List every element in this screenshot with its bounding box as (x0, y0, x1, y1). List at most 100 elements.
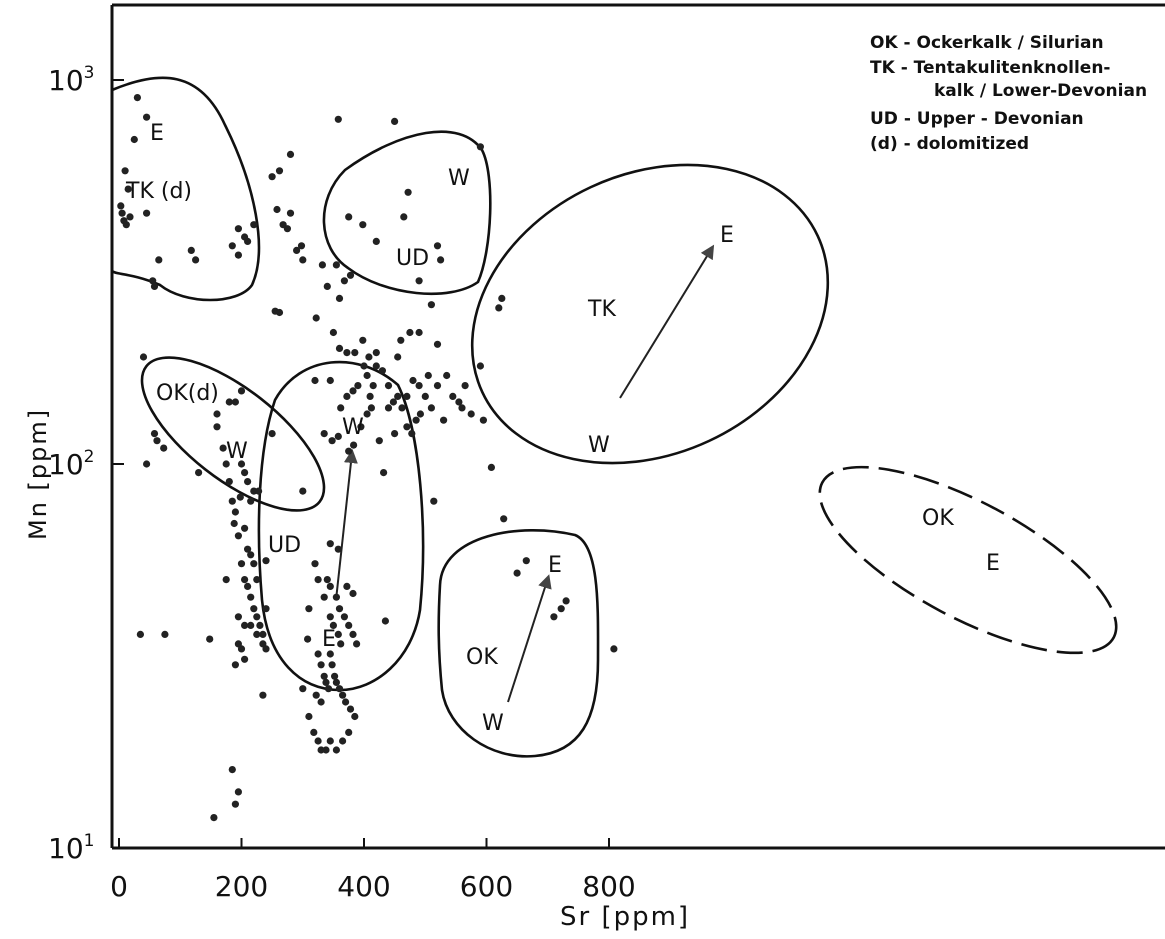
data-point (253, 630, 261, 639)
data-point (253, 613, 261, 621)
annotation-ud-upper-w: W (448, 166, 470, 191)
data-point (367, 404, 375, 412)
data-point (326, 582, 334, 591)
data-point (230, 519, 238, 528)
data-point (262, 605, 270, 613)
data-point (286, 150, 295, 158)
ok-lower-outline (437, 529, 600, 758)
tk-main-outline (470, 163, 830, 465)
data-point (322, 746, 330, 754)
annotation-ok-lower-e: E (548, 553, 562, 578)
data-point (363, 410, 371, 418)
data-point (262, 557, 270, 565)
data-point (124, 185, 132, 193)
data-point (403, 392, 411, 400)
data-point (150, 430, 159, 438)
data-point (421, 392, 429, 400)
data-point (433, 382, 442, 390)
data-point (234, 532, 242, 540)
data-point (250, 605, 258, 613)
data-point (487, 463, 495, 471)
data-point (293, 246, 301, 254)
data-point (403, 423, 411, 431)
data-point (389, 398, 397, 406)
y-tick-label: 101 (48, 831, 94, 865)
ud-lower-outline (257, 360, 425, 692)
data-point (334, 630, 342, 639)
region-label-ok-lower: OK (466, 645, 498, 670)
data-point (332, 678, 340, 687)
data-point (234, 225, 242, 233)
data-point (467, 410, 475, 418)
y-tick-label: 103 (48, 63, 94, 97)
data-point (415, 277, 423, 285)
data-point (228, 766, 236, 774)
data-point (398, 404, 406, 412)
data-point (404, 188, 412, 196)
data-point (213, 410, 221, 418)
data-point (458, 404, 466, 412)
data-point (320, 430, 328, 438)
ok-trend-arrow (507, 574, 552, 703)
data-point (228, 497, 236, 505)
data-point (244, 545, 252, 553)
annotation-ok-dashed-e: E (986, 551, 1000, 576)
data-point (312, 691, 320, 699)
data-point (323, 282, 331, 290)
data-point (513, 569, 521, 577)
data-point (345, 447, 353, 455)
data-point (139, 353, 148, 361)
data-point (415, 328, 423, 337)
data-point (143, 460, 151, 468)
data-point (522, 557, 530, 565)
data-point (326, 540, 334, 548)
data-point (231, 661, 239, 669)
data-point (353, 640, 361, 648)
data-point (120, 217, 128, 225)
data-point (433, 242, 442, 250)
data-point (310, 728, 318, 737)
x-axis-label: Sr [ppm] (560, 902, 690, 932)
data-point (345, 621, 353, 630)
data-point (143, 113, 151, 121)
data-point (237, 387, 246, 395)
data-point (381, 617, 389, 625)
legend-entry-tk-cont: kalk / Lower-Devonian (934, 81, 1147, 101)
data-point (409, 376, 417, 385)
data-point (345, 728, 353, 737)
data-point (416, 410, 424, 418)
data-point (130, 135, 138, 144)
x-tick-label: 600 (460, 870, 513, 903)
data-point (299, 256, 307, 264)
data-point (339, 691, 347, 699)
data-point (455, 398, 463, 406)
data-point (394, 392, 402, 400)
data-point (314, 737, 322, 745)
data-point (324, 685, 333, 693)
data-point (259, 630, 267, 639)
data-point (343, 349, 351, 357)
data-point (337, 640, 345, 648)
data-point (247, 621, 255, 630)
data-point (133, 94, 141, 102)
data-points (117, 94, 618, 822)
data-point (326, 376, 334, 385)
data-point (328, 437, 336, 445)
annotation-tk-w: W (588, 433, 610, 458)
data-point (351, 712, 359, 721)
data-point (391, 430, 399, 438)
data-point (610, 645, 618, 653)
data-point (160, 444, 168, 452)
data-point (427, 301, 435, 309)
data-point (250, 560, 258, 568)
data-point (192, 256, 200, 264)
legend-entry-ud: UD - Upper - Devonian (870, 109, 1084, 129)
data-point (498, 294, 506, 302)
data-point (231, 508, 239, 516)
data-point (317, 698, 325, 706)
data-point (363, 371, 371, 380)
data-point (255, 487, 263, 495)
data-point (118, 209, 126, 217)
data-point (250, 221, 258, 229)
data-point (334, 432, 342, 440)
